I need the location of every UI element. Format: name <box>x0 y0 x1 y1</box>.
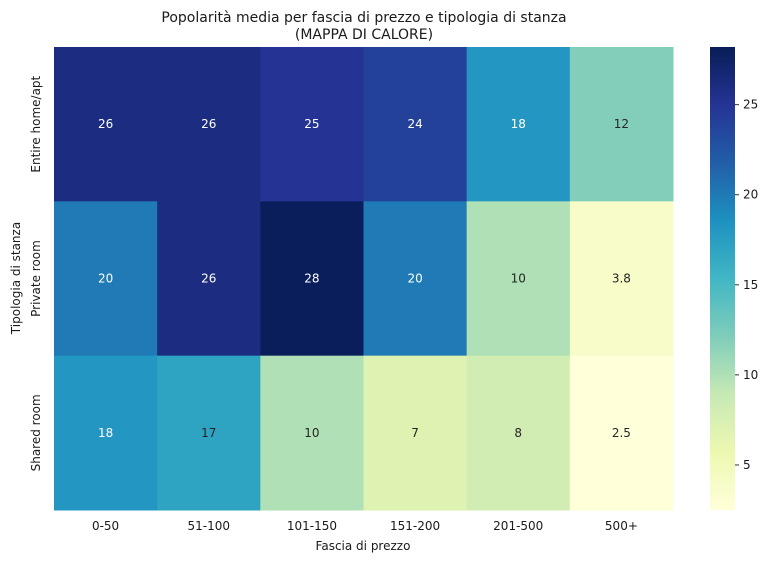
x-tick-label: 0-50 <box>92 519 119 533</box>
heatmap-cell <box>260 355 364 511</box>
cell-value-label: 26 <box>98 117 113 131</box>
x-tick-label: 500+ <box>605 519 638 533</box>
heatmap-cell <box>54 355 158 511</box>
heatmap-cell <box>157 355 261 511</box>
cell-value-label: 10 <box>511 272 526 286</box>
chart-title: Popolarità media per fascia di prezzo e … <box>161 10 566 26</box>
y-tick-label: Private room <box>29 240 43 317</box>
cell-value-label: 26 <box>201 117 216 131</box>
colorbar-gradient <box>710 47 735 510</box>
heatmap-cell <box>157 47 261 202</box>
cell-value-label: 24 <box>407 117 422 131</box>
y-axis-ticks: Entire home/apt Private room Shared room <box>29 75 43 471</box>
colorbar-ticks: 5 10 15 20 25 <box>735 98 758 472</box>
colorbar-tick-label: 25 <box>743 98 758 112</box>
cell-value-label: 18 <box>98 426 113 440</box>
heatmap-cell <box>569 355 674 511</box>
cell-value-label: 17 <box>201 426 216 440</box>
cell-value-label: 28 <box>304 272 319 286</box>
cell-value-label: 3.8 <box>612 272 631 286</box>
cell-value-label: 26 <box>201 272 216 286</box>
colorbar-tick-label: 10 <box>743 368 758 382</box>
cell-value-label: 25 <box>304 117 319 131</box>
y-tick-label: Entire home/apt <box>29 75 43 172</box>
heatmap-cell <box>363 201 468 357</box>
x-axis-ticks: 0-50 51-100 101-150 151-200 201-500 500+ <box>92 519 638 533</box>
colorbar: 5 10 15 20 25 <box>710 47 758 510</box>
x-axis-label: Fascia di prezzo <box>316 539 411 553</box>
colorbar-tick-label: 20 <box>743 188 758 202</box>
cell-value-label: 7 <box>411 426 419 440</box>
heatmap-cell <box>54 201 158 357</box>
heatmap-cells: 26 26 25 24 18 12 20 26 28 20 10 3.8 18 17 10 7 8 2.5 <box>54 47 674 511</box>
y-tick-label: Shared room <box>29 394 43 471</box>
x-tick-label: 201-500 <box>493 519 543 533</box>
chart-subtitle: (MAPPA DI CALORE) <box>295 27 433 43</box>
cell-value-label: 2.5 <box>612 426 631 440</box>
heatmap-cell <box>157 201 261 357</box>
heatmap-cell <box>569 47 674 202</box>
heatmap-cell <box>260 47 364 202</box>
heatmap-cell <box>363 47 468 202</box>
y-axis-label: Tipologia di stanza <box>9 222 23 335</box>
cell-value-label: 18 <box>511 117 526 131</box>
x-tick-label: 151-200 <box>390 519 440 533</box>
heatmap-cell <box>260 201 364 357</box>
cell-value-label: 10 <box>304 426 319 440</box>
heatmap-cell <box>466 355 571 511</box>
heatmap-cell <box>466 201 571 357</box>
cell-value-label: 12 <box>614 117 629 131</box>
colorbar-tick-label: 15 <box>743 278 758 292</box>
cell-value-label: 20 <box>407 272 422 286</box>
colorbar-tick-label: 5 <box>743 458 751 472</box>
heatmap-cell <box>569 201 674 357</box>
cell-value-label: 20 <box>98 272 113 286</box>
cell-value-label: 8 <box>514 426 522 440</box>
x-tick-label: 51-100 <box>187 519 230 533</box>
heatmap-cell <box>363 355 468 511</box>
heatmap-cell <box>54 47 158 202</box>
x-tick-label: 101-150 <box>287 519 337 533</box>
heatmap-cell <box>466 47 571 202</box>
